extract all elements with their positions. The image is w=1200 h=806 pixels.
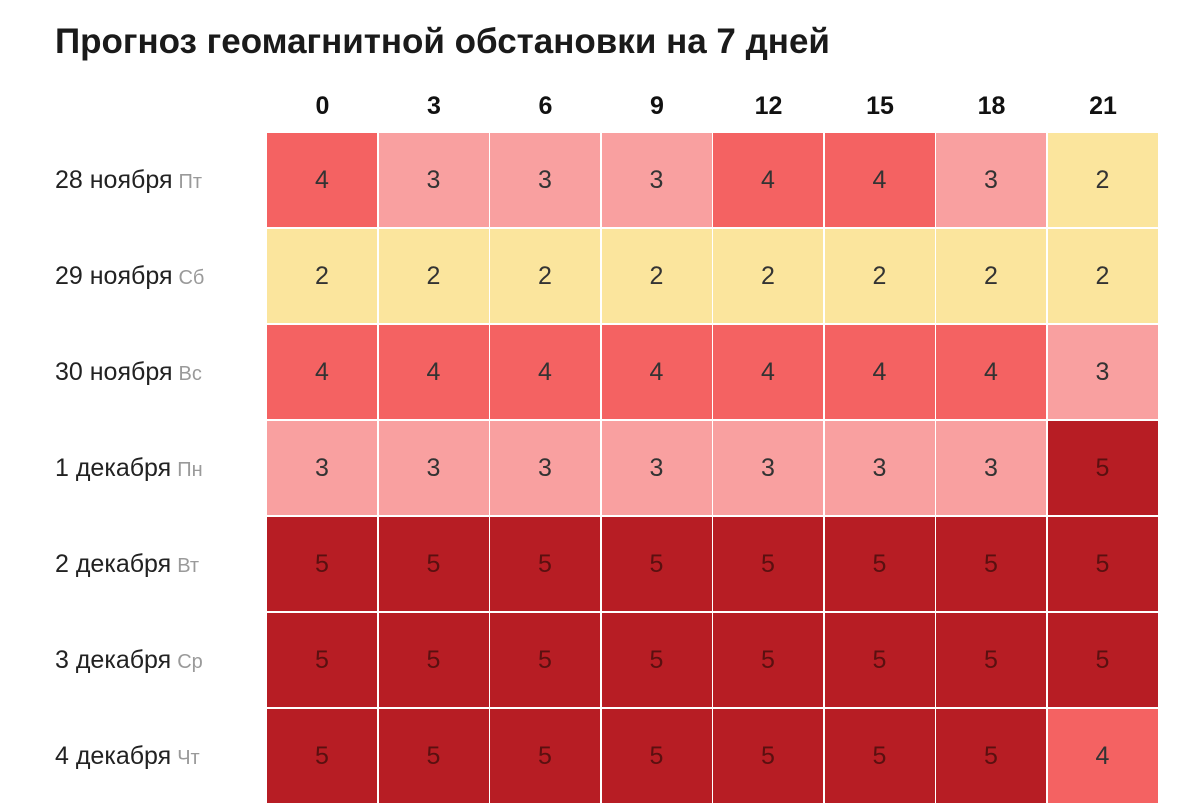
column-label-12: 12: [754, 92, 783, 120]
row-label: 29 ноября Сб: [55, 229, 204, 324]
heatmap-cell: 5: [936, 709, 1046, 803]
row-label: 3 декабря Ср: [55, 613, 203, 708]
heatmap-cell: 4: [713, 133, 823, 227]
heatmap-cell: 3: [378, 421, 489, 515]
column-label-18: 18: [977, 92, 1006, 120]
heatmap-cell: 4: [1047, 709, 1158, 803]
heatmap-cell: 2: [713, 229, 823, 323]
heatmap-cell: 5: [601, 613, 712, 707]
heatmap-cell: 2: [1047, 133, 1158, 227]
heatmap-cell: 3: [824, 421, 935, 515]
heatmap-cell: 3: [601, 421, 712, 515]
row-weekday: Пн: [177, 459, 203, 481]
heatmap-cell: 5: [824, 709, 935, 803]
heatmap-cell: 3: [267, 421, 377, 515]
row-weekday: Вт: [177, 555, 200, 577]
row-weekday: Чт: [177, 747, 200, 769]
heatmap-cell: 5: [1047, 517, 1158, 611]
column-label-0: 0: [315, 92, 330, 120]
heatmap-cell: 4: [490, 325, 600, 419]
row-date: 30 ноября: [55, 358, 173, 386]
heatmap-cell: 2: [824, 229, 935, 323]
heatmap-cell: 4: [378, 325, 489, 419]
row-date: 3 декабря: [55, 646, 172, 674]
heatmap-cell: 4: [936, 325, 1046, 419]
row-date: 4 декабря: [55, 742, 172, 770]
heatmap-cell: 5: [267, 517, 377, 611]
heatmap-cell: 3: [936, 133, 1046, 227]
row-label: 2 декабря Вт: [55, 517, 199, 612]
row-label: 28 ноября Пт: [55, 133, 202, 228]
heatmap-cell: 4: [824, 325, 935, 419]
row-weekday: Пт: [178, 171, 203, 193]
row-label: 30 ноября Вс: [55, 325, 202, 420]
heatmap-cell: 3: [490, 133, 600, 227]
row-weekday: Сб: [178, 267, 205, 289]
row-date: 29 ноября: [55, 262, 173, 290]
heatmap-cell: 4: [267, 325, 377, 419]
heatmap-cell: 5: [490, 613, 600, 707]
heatmap-cell: 4: [267, 133, 377, 227]
row-date: 1 декабря: [55, 454, 172, 482]
column-label-3: 3: [427, 92, 441, 120]
heatmap-cell: 3: [936, 421, 1046, 515]
column-label-6: 6: [538, 92, 553, 120]
heatmap-cell: 5: [936, 613, 1046, 707]
heatmap-cell: 5: [824, 613, 935, 707]
heatmap-cell: 5: [1047, 421, 1158, 515]
row-weekday: Вс: [178, 363, 202, 385]
heatmap-cell: 2: [490, 229, 600, 323]
heatmap-cell: 5: [267, 613, 377, 707]
column-label-21: 21: [1089, 92, 1117, 120]
heatmap-cell: 5: [936, 517, 1046, 611]
heatmap-cell: 2: [936, 229, 1046, 323]
heatmap-cell: 2: [267, 229, 377, 323]
heatmap-cell: 5: [824, 517, 935, 611]
heatmap-cell: 3: [1047, 325, 1158, 419]
heatmap-cell: 3: [601, 133, 712, 227]
heatmap-cell: 4: [824, 133, 935, 227]
row-label: 1 декабря Пн: [55, 421, 203, 516]
heatmap-cell: 5: [601, 517, 712, 611]
heatmap-cell: 2: [378, 229, 489, 323]
heatmap-cell: 3: [713, 421, 823, 515]
heatmap-cell: 5: [490, 709, 600, 803]
heatmap-cell: 5: [1047, 613, 1158, 707]
row-date: 2 декабря: [55, 550, 172, 578]
heatmap-cell: 5: [378, 613, 489, 707]
heatmap-cell: 5: [378, 517, 489, 611]
column-label-9: 9: [650, 92, 664, 120]
heatmap-cell: 5: [490, 517, 600, 611]
row-weekday: Ср: [177, 651, 203, 673]
heatmap-cell: 2: [601, 229, 712, 323]
heatmap-cell: 4: [601, 325, 712, 419]
heatmap-cell: 5: [713, 613, 823, 707]
heatmap-cell: 5: [601, 709, 712, 803]
row-date: 28 ноября: [55, 166, 173, 194]
heatmap-cell: 3: [490, 421, 600, 515]
column-label-15: 15: [866, 92, 894, 120]
heatmap-cell: 5: [713, 517, 823, 611]
heatmap-cell: 5: [267, 709, 377, 803]
heatmap-cell: 4: [713, 325, 823, 419]
row-label: 4 декабря Чт: [55, 709, 200, 804]
heatmap-cell: 5: [378, 709, 489, 803]
heatmap-cell: 5: [713, 709, 823, 803]
chart-title: Прогноз геомагнитной обстановки на 7 дне…: [55, 22, 830, 61]
heatmap-cell: 2: [1047, 229, 1158, 323]
heatmap-cell: 3: [378, 133, 489, 227]
